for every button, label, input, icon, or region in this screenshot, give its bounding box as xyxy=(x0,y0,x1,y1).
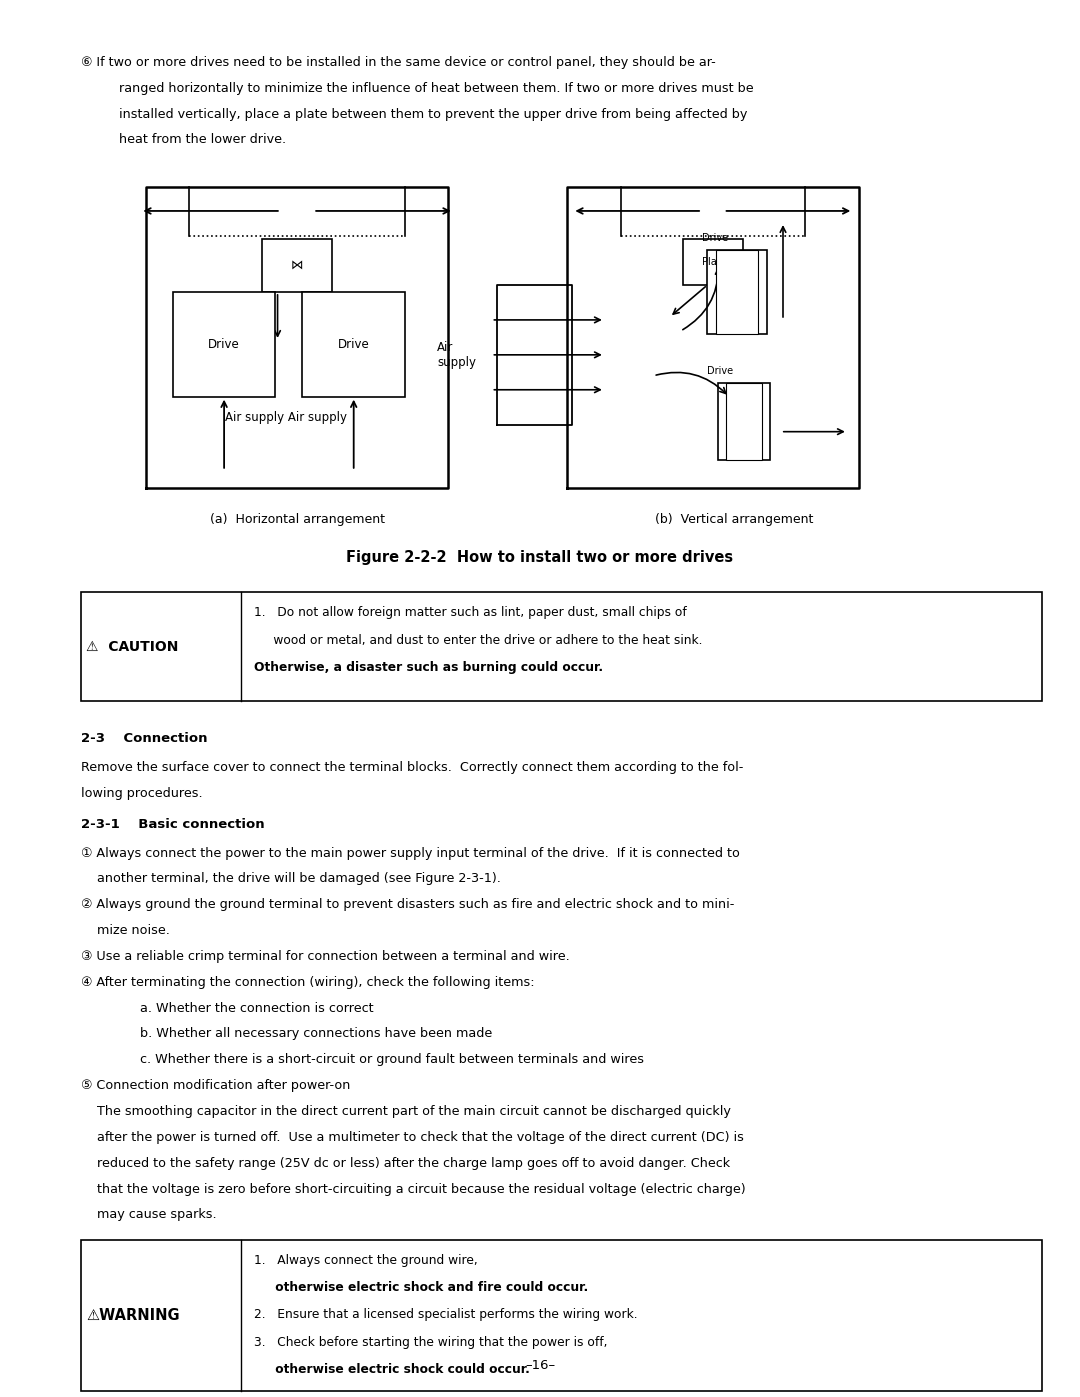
Text: Air
supply: Air supply xyxy=(437,341,476,369)
Text: Remove the surface cover to connect the terminal blocks.  Correctly connect them: Remove the surface cover to connect the … xyxy=(81,760,743,774)
Bar xyxy=(716,250,758,334)
Text: 2.   Ensure that a licensed specialist performs the wiring work.: 2. Ensure that a licensed specialist per… xyxy=(254,1309,637,1322)
Text: mize noise.: mize noise. xyxy=(81,925,170,937)
Text: ⚠  CAUTION: ⚠ CAUTION xyxy=(86,640,179,654)
Bar xyxy=(684,239,743,285)
Text: b. Whether all necessary connections have been made: b. Whether all necessary connections hav… xyxy=(140,1028,492,1041)
Bar xyxy=(81,592,1042,701)
Text: (b)  Vertical arrangement: (b) Vertical arrangement xyxy=(656,513,813,525)
Text: –16–: –16– xyxy=(525,1359,555,1372)
Bar xyxy=(302,292,405,397)
Text: reduced to the safety range (25V dc or less) after the charge lamp goes off to a: reduced to the safety range (25V dc or l… xyxy=(81,1157,730,1169)
Bar xyxy=(173,292,275,397)
Text: ④ After terminating the connection (wiring), check the following items:: ④ After terminating the connection (wiri… xyxy=(81,977,535,989)
Text: ranged horizontally to minimize the influence of heat between them. If two or mo: ranged horizontally to minimize the infl… xyxy=(119,82,754,95)
Text: The smoothing capacitor in the direct current part of the main circuit cannot be: The smoothing capacitor in the direct cu… xyxy=(81,1105,731,1118)
Text: 2-3    Connection: 2-3 Connection xyxy=(81,732,207,745)
Text: 3.   Check before starting the wiring that the power is off,: 3. Check before starting the wiring that… xyxy=(254,1336,607,1348)
Text: ⑥ If two or more drives need to be installed in the same device or control panel: ⑥ If two or more drives need to be insta… xyxy=(81,56,716,68)
Bar xyxy=(262,239,333,292)
Text: a. Whether the connection is correct: a. Whether the connection is correct xyxy=(140,1002,374,1014)
Text: after the power is turned off.  Use a multimeter to check that the voltage of th: after the power is turned off. Use a mul… xyxy=(81,1132,744,1144)
Text: ⋈: ⋈ xyxy=(291,258,303,272)
Text: ③ Use a reliable crimp terminal for connection between a terminal and wire.: ③ Use a reliable crimp terminal for conn… xyxy=(81,950,570,963)
Text: Air supply Air supply: Air supply Air supply xyxy=(226,411,347,423)
Text: wood or metal, and dust to enter the drive or adhere to the heat sink.: wood or metal, and dust to enter the dri… xyxy=(254,633,702,647)
Text: lowing procedures.: lowing procedures. xyxy=(81,787,203,799)
Bar xyxy=(707,250,767,334)
Text: Drive: Drive xyxy=(338,338,369,351)
Text: ⋈: ⋈ xyxy=(706,256,719,268)
Text: 1.   Always connect the ground wire,: 1. Always connect the ground wire, xyxy=(254,1255,477,1267)
Text: installed vertically, place a plate between them to prevent the upper drive from: installed vertically, place a plate betw… xyxy=(119,108,747,120)
Text: heat from the lower drive.: heat from the lower drive. xyxy=(119,133,286,147)
Text: Figure 2-2-2  How to install two or more drives: Figure 2-2-2 How to install two or more … xyxy=(347,550,733,566)
Text: may cause sparks.: may cause sparks. xyxy=(81,1208,217,1221)
Text: 2-3-1    Basic connection: 2-3-1 Basic connection xyxy=(81,819,265,831)
Text: ⑤ Connection modification after power-on: ⑤ Connection modification after power-on xyxy=(81,1080,350,1092)
Text: (a)  Horizontal arrangement: (a) Horizontal arrangement xyxy=(210,513,384,525)
Text: another terminal, the drive will be damaged (see Figure 2-3-1).: another terminal, the drive will be dama… xyxy=(81,872,501,886)
Bar xyxy=(718,383,770,460)
Text: ① Always connect the power to the main power supply input terminal of the drive.: ① Always connect the power to the main p… xyxy=(81,847,740,859)
Text: that the voltage is zero before short-circuiting a circuit because the residual : that the voltage is zero before short-ci… xyxy=(81,1183,745,1196)
Bar xyxy=(81,1241,1042,1391)
Text: Drive: Drive xyxy=(702,233,728,243)
Bar xyxy=(726,383,762,460)
Text: ② Always ground the ground terminal to prevent disasters such as fire and electr: ② Always ground the ground terminal to p… xyxy=(81,898,734,911)
Text: otherwise electric shock and fire could occur.: otherwise electric shock and fire could … xyxy=(254,1281,588,1294)
Text: ⚠WARNING: ⚠WARNING xyxy=(86,1308,180,1323)
Text: 1.   Do not allow foreign matter such as lint, paper dust, small chips of: 1. Do not allow foreign matter such as l… xyxy=(254,606,687,619)
Text: c. Whether there is a short-circuit or ground fault between terminals and wires: c. Whether there is a short-circuit or g… xyxy=(140,1053,645,1066)
Text: Plate: Plate xyxy=(702,257,727,267)
Text: Otherwise, a disaster such as burning could occur.: Otherwise, a disaster such as burning co… xyxy=(254,661,603,673)
Text: Drive: Drive xyxy=(707,366,733,376)
Text: Drive: Drive xyxy=(208,338,240,351)
Text: otherwise electric shock could occur.: otherwise electric shock could occur. xyxy=(254,1363,529,1376)
